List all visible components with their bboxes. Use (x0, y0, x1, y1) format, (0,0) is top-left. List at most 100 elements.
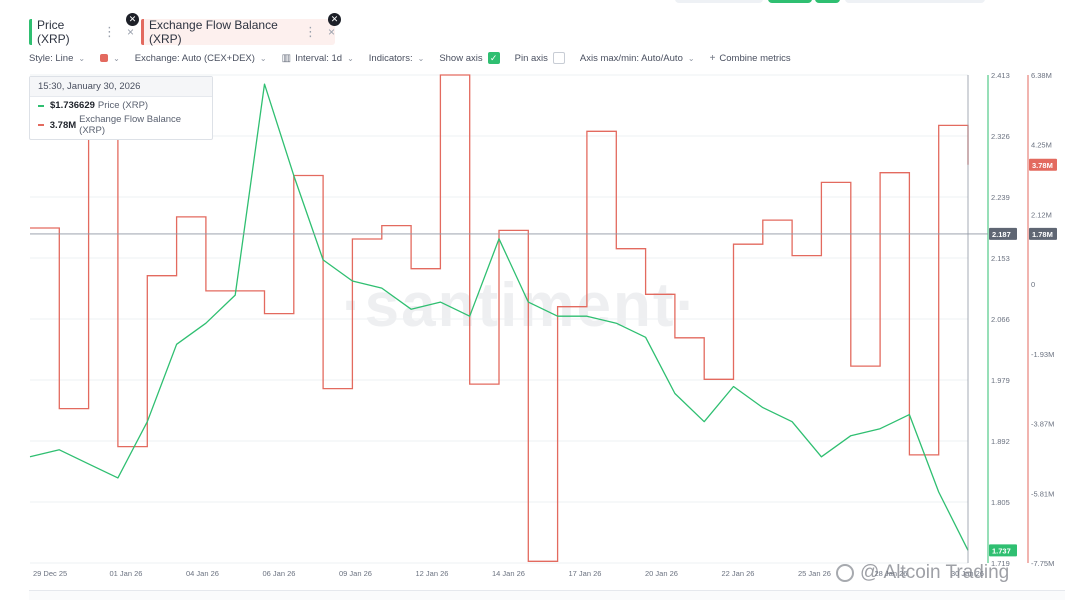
chevron-down-icon: ⌄ (259, 53, 267, 63)
pin-axis-toggle[interactable]: Pin axis (515, 52, 565, 64)
price-tick-label: 1.892 (991, 437, 1010, 446)
remove-metric-icon[interactable]: ✕ (126, 13, 139, 26)
top-nav-pill[interactable] (675, 0, 763, 3)
color-swatch-icon (100, 54, 109, 62)
metric-tab-flow[interactable]: Exchange Flow Balance (XRP) ⋮ × ✕ (141, 13, 341, 46)
last-price-label: 1.737 (992, 546, 1011, 555)
overlay-layer: 2.187 1.78M 1.737 3.78M (30, 75, 1057, 563)
checkbox-checked-icon[interactable]: ✓ (487, 52, 500, 64)
checkbox-empty-icon[interactable] (552, 52, 565, 64)
indicators-label: Indicators: (368, 52, 413, 64)
x-tick-label: 17 Jan 26 (569, 569, 602, 578)
price-tick-label: 2.239 (991, 193, 1010, 202)
flow-series-line (30, 74, 969, 562)
x-tick-label: 06 Jan 26 (263, 569, 296, 578)
combine-metrics-label: Combine metrics (719, 52, 791, 64)
metric-tab-label: Price (XRP) (37, 18, 70, 46)
metric-tab-price[interactable]: Price (XRP) ⋮ × ✕ (29, 13, 139, 46)
x-tick-label: 09 Jan 26 (339, 569, 372, 578)
style-select[interactable]: Style: Line ⌄ (29, 53, 85, 64)
top-bar (0, 0, 1065, 14)
more-options-icon[interactable]: ⋮ (102, 24, 117, 39)
x-tick-label: 04 Jan 26 (186, 569, 219, 578)
credit-text: @ Altcoin Trading (860, 562, 1010, 583)
chevron-down-icon: ⌄ (417, 53, 425, 63)
chart-toolbar: Style: Line ⌄ ⌄ Exchange: Auto (CEX+DEX) ⌄… (29, 50, 806, 66)
top-nav-pill-active[interactable] (768, 0, 812, 3)
tooltip-flow-value: 3.78M (49, 119, 77, 131)
series-layer (29, 74, 969, 562)
close-icon[interactable]: × (327, 25, 335, 39)
flow-tick-label: 2.12M (1031, 210, 1052, 219)
interval-select[interactable]: ▥ Interval: 1d ⌄ (282, 53, 354, 64)
flow-tick-label: -1.93M (1031, 350, 1054, 359)
metric-tab-label: Exchange Flow Balance (XRP) (149, 18, 278, 46)
price-tick-label: 2.066 (991, 315, 1010, 324)
top-nav-pill-right[interactable] (845, 0, 985, 3)
axis-minmax-select[interactable]: Axis max/min: Auto/Auto ⌄ (580, 53, 695, 64)
altcoin-trading-credit: @ Altcoin Trading (832, 560, 1010, 586)
x-tick-label: 22 Jan 26 (722, 569, 755, 578)
price-tick-label: 1.719 (991, 559, 1010, 568)
x-tick-label: 20 Jan 26 (645, 569, 678, 578)
tooltip-price-value: $1.736629 (50, 100, 95, 111)
price-legend-swatch (38, 104, 44, 107)
flow-tick-label: 4.25M (1031, 141, 1052, 150)
crosshair-price-label-bg (989, 227, 1017, 240)
x-tick-label: 30 Jan 26 (951, 569, 984, 578)
x-tick-label: 29 Dec 25 (33, 569, 67, 578)
x-tick-label: 14 Jan 26 (492, 569, 525, 578)
close-icon[interactable]: × (126, 25, 134, 39)
plus-icon: + (709, 52, 716, 64)
flow-tick-label: -5.81M (1031, 489, 1054, 498)
show-axis-toggle[interactable]: Show axis ✓ (439, 52, 500, 64)
crosshair-flow-label: 1.78M (1032, 230, 1053, 239)
chart-tooltip: 15:30, January 30, 2026 $1.736629 Price … (29, 76, 213, 140)
chevron-down-icon: ⌄ (78, 53, 86, 63)
flow-tick-label: -7.75M (1031, 559, 1054, 568)
altcoin-logo-icon (832, 560, 858, 586)
flow-tick-label: 6.38M (1031, 71, 1052, 80)
x-tick-label: 12 Jan 26 (416, 569, 449, 578)
x-tick-label: 25 Jan 26 (798, 569, 831, 578)
combine-metrics-button[interactable]: + Combine metrics (710, 53, 791, 64)
x-axis: 29 Dec 25 01 Jan 26 04 Jan 26 06 Jan 26 09 J… (33, 569, 984, 578)
x-tick-label: 01 Jan 26 (110, 569, 143, 578)
chevron-down-icon: ⌄ (347, 53, 354, 63)
chevron-down-icon: ⌄ (113, 53, 120, 63)
price-tick-label: 2.326 (991, 132, 1010, 141)
interval-label: Interval: 1d (295, 52, 343, 64)
flow-legend-swatch (38, 124, 44, 126)
flow-axis: 6.38M 4.25M 2.12M 0 -1.93M -3.87M -5.81M -7.75M (1027, 71, 1054, 568)
price-tick-label: 2.153 (991, 254, 1010, 263)
more-options-icon[interactable]: ⋮ (303, 24, 318, 39)
show-axis-label: Show axis (439, 52, 483, 64)
crosshair-flow-label-bg (1029, 227, 1057, 240)
price-tick-label: 1.805 (991, 498, 1010, 507)
flow-tick-label: -3.87M (1031, 420, 1054, 429)
x-tick-label: 28 Jan 26 (875, 569, 908, 578)
price-series-line (29, 83, 969, 551)
last-flow-label: 3.78M (1032, 161, 1053, 170)
exchange-select[interactable]: Exchange: Auto (CEX+DEX) ⌄ (135, 53, 267, 64)
chart-navigator[interactable] (29, 590, 1065, 600)
color-select[interactable]: ⌄ (100, 54, 120, 63)
axis-minmax-label: Axis max/min: Auto/Auto (579, 52, 683, 64)
last-price-label-bg (989, 544, 1017, 557)
indicators-select[interactable]: Indicators: ⌄ (369, 53, 425, 64)
tooltip-price-name: Price (XRP) (97, 100, 149, 111)
crosshair-price-label: 2.187 (992, 230, 1011, 239)
tooltip-row-flow: 3.78M Exchange Flow Balance (XRP) (30, 111, 212, 136)
top-nav-pill-active-2[interactable] (815, 0, 840, 3)
price-tick-label: 1.979 (991, 376, 1010, 385)
flow-tick-label: 0 (1031, 280, 1035, 289)
price-tick-label: 2.413 (991, 71, 1010, 80)
remove-metric-icon[interactable]: ✕ (328, 13, 341, 26)
calendar-icon: ▥ (281, 52, 292, 64)
price-axis: 2.413 2.326 2.239 2.153 2.066 1.979 1.892 1.805… (987, 71, 1010, 568)
style-label: Style: Line (29, 52, 74, 64)
pin-axis-label: Pin axis (514, 52, 548, 64)
last-flow-label-bg (1029, 158, 1057, 171)
exchange-label: Exchange: Auto (CEX+DEX) (134, 52, 255, 64)
